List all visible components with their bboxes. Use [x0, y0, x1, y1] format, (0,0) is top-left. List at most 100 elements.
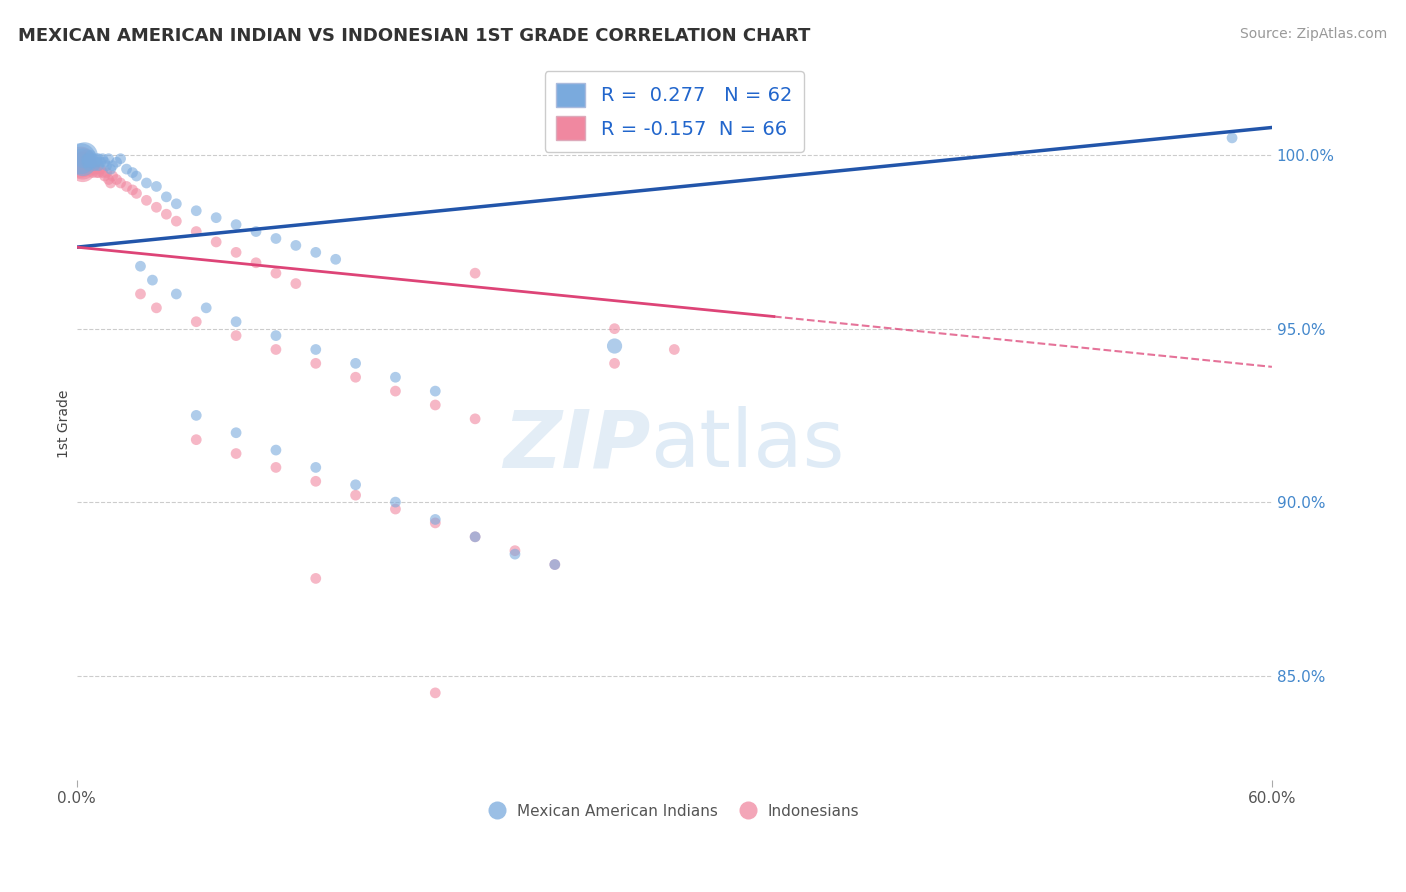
Point [76, 152, 98, 166]
Point [264, 231, 287, 245]
Point [325, 252, 347, 267]
Point [77, 159, 100, 173]
Point [135, 194, 157, 208]
Point [72, 162, 94, 177]
Point [100, 176, 122, 190]
Point [503, 543, 526, 558]
Point [264, 328, 287, 343]
Point [73, 159, 96, 173]
Point [79, 155, 101, 169]
Point [284, 238, 307, 252]
Point [425, 686, 447, 700]
Point [155, 190, 177, 204]
Point [141, 273, 163, 287]
Point [225, 328, 247, 343]
Point [264, 343, 287, 357]
Point [115, 162, 138, 177]
Point [165, 214, 187, 228]
Point [83, 159, 105, 173]
Point [90, 162, 112, 177]
Point [73, 155, 96, 169]
Point [87, 159, 110, 173]
Point [129, 259, 152, 273]
Point [77, 152, 100, 166]
Point [72, 159, 94, 173]
Point [77, 162, 100, 177]
Point [186, 225, 208, 239]
Point [110, 152, 132, 166]
Point [105, 155, 128, 169]
Point [90, 155, 112, 169]
Point [145, 179, 167, 194]
Point [225, 446, 247, 460]
Point [425, 384, 447, 398]
Point [344, 356, 367, 370]
Point [305, 245, 328, 260]
Point [425, 512, 447, 526]
Point [186, 315, 208, 329]
Point [344, 488, 367, 502]
Point [284, 277, 307, 291]
Point [384, 495, 406, 509]
Point [225, 315, 247, 329]
Point [101, 169, 124, 183]
Point [91, 152, 114, 166]
Point [86, 165, 108, 179]
Point [83, 159, 105, 173]
Point [225, 218, 247, 232]
Point [96, 165, 118, 179]
Point [86, 162, 108, 177]
Point [125, 186, 148, 201]
Text: ZIP: ZIP [503, 407, 651, 484]
Point [664, 343, 686, 357]
Point [87, 152, 110, 166]
Point [79, 155, 101, 169]
Point [129, 287, 152, 301]
Point [69, 152, 91, 166]
Point [105, 172, 128, 186]
Point [115, 179, 138, 194]
Point [205, 211, 228, 225]
Point [86, 152, 108, 166]
Point [82, 162, 104, 177]
Point [503, 547, 526, 561]
Y-axis label: 1st Grade: 1st Grade [58, 390, 72, 458]
Point [97, 172, 120, 186]
Point [305, 571, 328, 585]
Point [245, 225, 267, 239]
Point [264, 443, 287, 458]
Point [100, 162, 122, 177]
Point [73, 148, 96, 162]
Point [145, 301, 167, 315]
Point [145, 200, 167, 214]
Point [384, 370, 406, 384]
Point [384, 384, 406, 398]
Point [96, 159, 118, 173]
Text: atlas: atlas [651, 407, 845, 484]
Point [77, 159, 100, 173]
Point [91, 165, 114, 179]
Point [225, 425, 247, 440]
Point [93, 169, 115, 183]
Point [82, 155, 104, 169]
Point [425, 398, 447, 412]
Point [305, 356, 328, 370]
Point [384, 502, 406, 516]
Point [79, 148, 101, 162]
Point [186, 203, 208, 218]
Point [464, 266, 486, 280]
Point [76, 155, 98, 169]
Point [135, 176, 157, 190]
Point [603, 356, 626, 370]
Point [344, 370, 367, 384]
Point [93, 155, 115, 169]
Point [121, 165, 143, 179]
Point [165, 196, 187, 211]
Point [305, 343, 328, 357]
Point [464, 412, 486, 426]
Point [83, 162, 105, 177]
Point [76, 159, 98, 173]
Point [464, 530, 486, 544]
Point [121, 183, 143, 197]
Text: MEXICAN AMERICAN INDIAN VS INDONESIAN 1ST GRADE CORRELATION CHART: MEXICAN AMERICAN INDIAN VS INDONESIAN 1S… [18, 27, 811, 45]
